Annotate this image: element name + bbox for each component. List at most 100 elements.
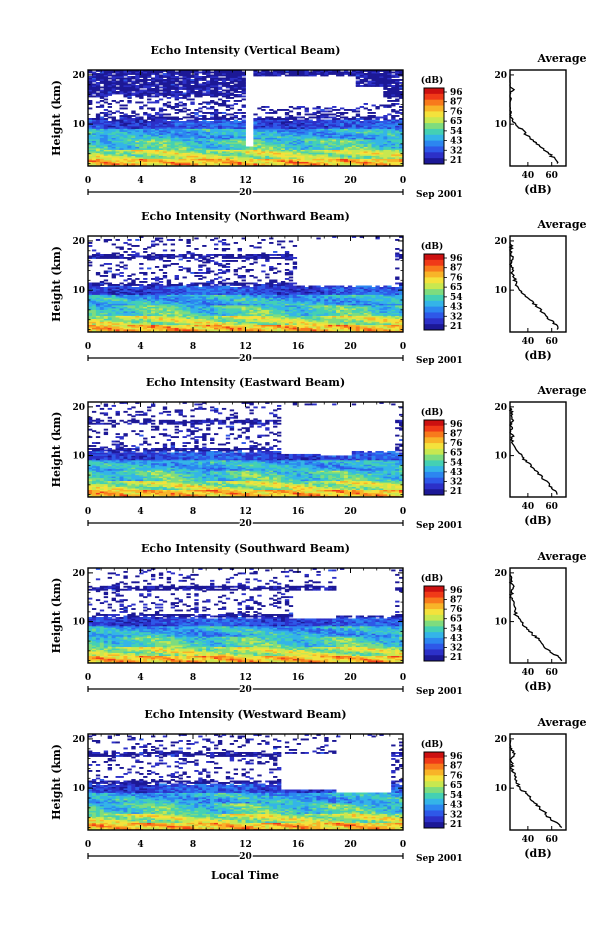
heatmap-cell [115, 131, 120, 134]
heatmap-cell [166, 131, 172, 134]
heatmap-cell [151, 158, 156, 161]
heatmap-cell [237, 118, 242, 120]
heatmap-cell [387, 89, 392, 92]
heatmap-cell [91, 149, 97, 152]
heatmap-cell [265, 148, 270, 150]
heatmap-cell [190, 116, 195, 119]
heatmap-cell [363, 315, 368, 318]
heatmap-cell [241, 88, 246, 90]
heatmap-cell [245, 309, 250, 312]
heatmap-cell [237, 134, 242, 137]
heatmap-cell [143, 79, 148, 81]
heatmap-cell [99, 77, 105, 80]
heatmap-cell [182, 82, 187, 84]
heatmap-cell [166, 77, 172, 80]
heatmap-cell [115, 77, 120, 80]
heatmap-cell [383, 71, 388, 74]
heatmap-cell [367, 155, 372, 158]
heatmap-cell [127, 315, 132, 318]
heatmap-cell [174, 118, 179, 120]
heatmap-cell [324, 330, 329, 332]
heatmap-cell [143, 77, 148, 80]
heatmap-cell [119, 100, 124, 102]
heatmap-cell [277, 71, 282, 74]
heatmap-cell [375, 315, 380, 318]
heatmap-cell [273, 133, 278, 135]
heatmap-cell [284, 113, 290, 116]
heatmap-cell [194, 71, 199, 74]
heatmap-cell [143, 146, 148, 149]
heatmap-cell [99, 122, 105, 125]
heatmap-cell [300, 139, 305, 141]
heatmap-cell [91, 329, 97, 331]
heatmap-cell [304, 154, 309, 156]
heatmap-cell [147, 163, 152, 165]
heatmap-cell [158, 148, 164, 150]
heatmap-cell [194, 82, 199, 84]
heatmap-cell [166, 134, 172, 137]
heatmap-cell [178, 137, 183, 140]
heatmap-cell [328, 71, 333, 74]
heatmap-cell [355, 128, 361, 131]
heatmap-cell [359, 145, 365, 147]
heatmap-cell [217, 317, 223, 319]
heatmap-cell [379, 85, 384, 87]
heatmap-cell [147, 85, 152, 87]
heatmap-cell [131, 315, 136, 318]
heatmap-cell [182, 133, 187, 135]
heatmap-cell [367, 116, 372, 119]
heatmap-cell [340, 124, 345, 126]
heatmap-cell [229, 154, 235, 156]
heatmap-cell [182, 151, 187, 153]
heatmap-cell [162, 104, 168, 107]
heatmap-cell [115, 80, 120, 83]
heatmap-cell [249, 312, 254, 315]
heatmap-cell [182, 142, 187, 144]
heatmap-cell [312, 71, 317, 74]
heatmap-cell [399, 109, 403, 111]
heatmap-cell [194, 329, 199, 331]
heatmap-cell [186, 326, 191, 328]
heatmap-cell [221, 309, 227, 312]
heatmap-cell [186, 152, 191, 155]
heatmap-cell [343, 70, 349, 72]
heatmap-cell [347, 143, 353, 146]
heatmap-cell [111, 146, 116, 149]
heatmap-cell [174, 103, 179, 105]
heatmap-cell [320, 71, 325, 74]
heatmap-cell [308, 133, 313, 135]
heatmap-cell [277, 128, 282, 131]
heatmap-cell [340, 146, 345, 149]
heatmap-cell [119, 130, 124, 132]
heatmap-cell [166, 86, 172, 89]
heatmap-cell [147, 152, 152, 155]
heatmap-cell [99, 163, 105, 165]
heatmap-cell [332, 155, 337, 158]
heatmap-cell [217, 140, 223, 143]
heatmap-cell [371, 125, 376, 128]
heatmap-cell [379, 317, 384, 319]
heatmap-cell [296, 157, 302, 159]
heatmap-cell [284, 317, 290, 319]
heatmap-cell [158, 80, 164, 83]
heatmap-cell [95, 139, 101, 141]
heatmap-cell [379, 164, 384, 166]
heatmap-cell [221, 155, 227, 158]
heatmap-cell [257, 320, 262, 322]
heatmap-cell [304, 148, 309, 150]
heatmap-cell [174, 97, 179, 99]
heatmap-cell [367, 157, 372, 159]
heatmap-cell [241, 131, 246, 134]
heatmap-cell [154, 76, 160, 78]
heatmap-cell [131, 76, 136, 78]
heatmap-cell [166, 324, 172, 327]
heatmap-cell [383, 146, 388, 149]
heatmap-cell [221, 128, 227, 131]
heatmap-cell [336, 139, 341, 141]
heatmap-cell [198, 312, 203, 315]
heatmap-cell [383, 70, 388, 72]
heatmap-cell [91, 73, 97, 75]
heatmap-cell [186, 121, 191, 123]
heatmap-cell [162, 161, 168, 164]
heatmap-cell [336, 312, 341, 315]
